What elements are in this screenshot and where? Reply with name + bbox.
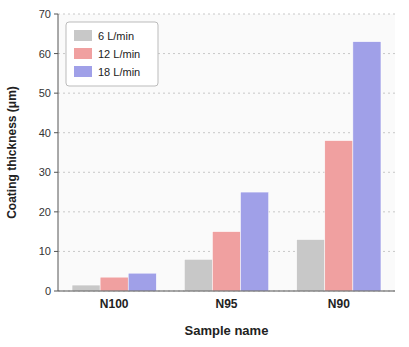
legend: 6 L/min 12 L/min 18 L/min (66, 22, 158, 86)
tick-label: 20 (39, 206, 51, 218)
y-axis-line (58, 14, 59, 291)
tick-label: 70 (39, 8, 51, 20)
tick-mark (54, 53, 58, 54)
tick-mark (54, 14, 58, 15)
tick-label: N100 (100, 297, 129, 311)
bar (241, 192, 269, 291)
legend-swatch (74, 48, 92, 59)
legend-label: 18 L/min (98, 66, 140, 78)
plot-area (58, 14, 395, 291)
tick-label: 50 (39, 87, 51, 99)
bar (297, 240, 325, 291)
bar (184, 259, 212, 291)
tick-label: N90 (328, 297, 350, 311)
grid-line (58, 132, 395, 133)
legend-label: 12 L/min (98, 48, 140, 60)
legend-swatch (74, 30, 92, 41)
tick-mark (54, 93, 58, 94)
legend-swatch (74, 66, 92, 77)
tick-label: 10 (39, 245, 51, 257)
tick-mark (54, 251, 58, 252)
bar (353, 42, 381, 291)
chart-container: 0 10 20 30 40 50 60 70 N100 N95 N90 Sample name Coat… (0, 0, 409, 347)
bar (325, 141, 353, 291)
tick-label: 60 (39, 48, 51, 60)
tick-mark (54, 291, 58, 292)
x-axis-title: Sample name (185, 323, 269, 338)
legend-box (66, 22, 158, 86)
y-axis: 0 10 20 30 40 50 60 70 (39, 8, 395, 297)
tick-mark (54, 211, 58, 212)
tick-label: 30 (39, 166, 51, 178)
bar (212, 232, 240, 291)
bar (100, 277, 128, 291)
x-axis-line (58, 291, 395, 292)
bar (72, 285, 100, 291)
y-axis-title: Coating thickness (μm) (5, 86, 19, 219)
tick-label: 40 (39, 127, 51, 139)
tick-label: N95 (215, 297, 237, 311)
grid-line (58, 14, 395, 15)
grid-line (58, 93, 395, 94)
bar (128, 273, 156, 291)
grid-line (58, 291, 395, 292)
x-axis: N100 N95 N90 (100, 297, 350, 311)
tick-mark (54, 132, 58, 133)
chart: 0 10 20 30 40 50 60 70 N100 N95 N90 Sample name Coat… (0, 0, 409, 347)
legend-label: 6 L/min (98, 30, 134, 42)
tick-label: 0 (45, 285, 51, 297)
tick-mark (54, 172, 58, 173)
